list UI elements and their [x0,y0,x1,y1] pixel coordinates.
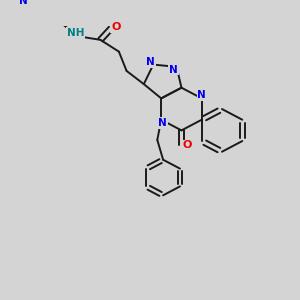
Text: N: N [146,57,155,67]
Text: N: N [158,118,167,128]
Text: N: N [169,64,178,75]
Text: N: N [197,90,206,100]
Text: O: O [111,22,121,32]
Text: NH: NH [67,28,84,38]
Text: N: N [19,0,28,6]
Text: O: O [182,140,192,150]
